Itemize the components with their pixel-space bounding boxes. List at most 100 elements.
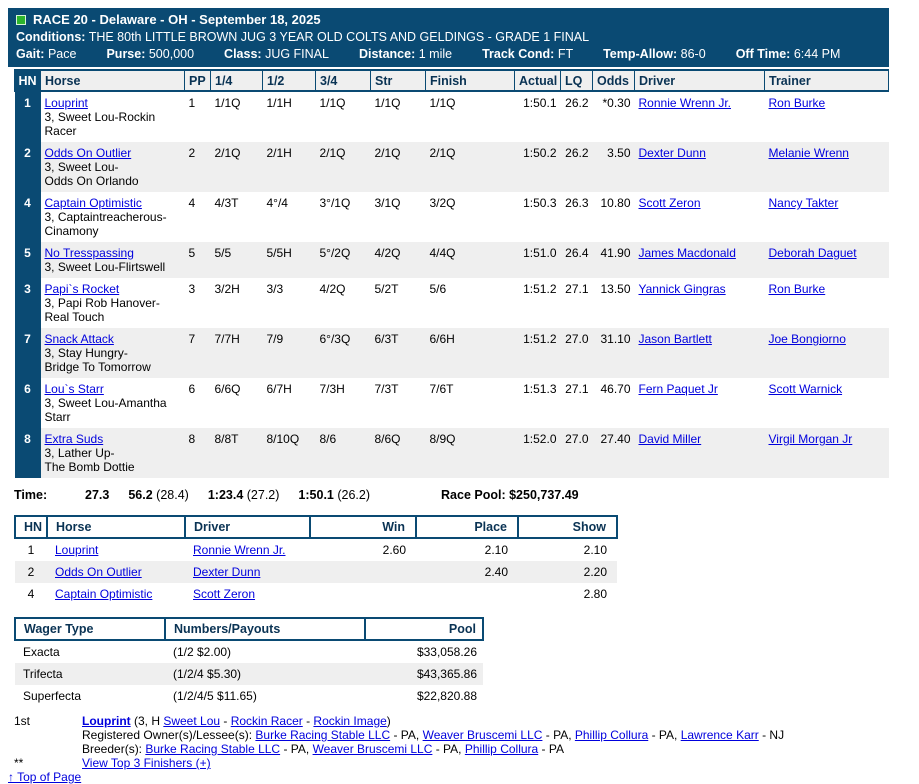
hn-cell: 2 <box>14 142 41 192</box>
driver-link[interactable]: Yannick Gingras <box>638 282 726 296</box>
horse-link[interactable]: No Tresspassing <box>44 246 134 260</box>
lq-cell: 26.3 <box>565 196 589 210</box>
trainer-link[interactable]: Nancy Takter <box>768 196 839 210</box>
results-row: 5 No Tresspassing 3, Sweet Lou-Flirtswell… <box>14 242 889 278</box>
quarter-cell: 7/7H <box>214 332 240 346</box>
fraction-main: 27.3 <box>85 488 110 502</box>
stat-value: FT <box>557 47 574 61</box>
owner-suffix: - PA, <box>542 728 575 742</box>
horse-link[interactable]: Odds On Outlier <box>55 565 142 579</box>
trainer-link[interactable]: Scott Warnick <box>768 382 843 396</box>
fraction-main: 1:23.4 <box>207 488 244 502</box>
horse-link[interactable]: Louprint <box>55 543 99 557</box>
trainer-link[interactable]: Ron Burke <box>768 96 826 110</box>
column-header-horse: Horse <box>40 69 185 92</box>
horse-link[interactable]: Louprint <box>82 714 131 728</box>
driver-link[interactable]: Fern Paquet Jr <box>638 382 718 396</box>
horse-link[interactable]: Odds On Outlier <box>44 146 132 160</box>
owner-link[interactable]: Burke Racing Stable LLC <box>255 728 391 742</box>
driver-link[interactable]: Scott Zeron <box>193 587 256 601</box>
wager-row: Exacta (1/2 $2.00) $33,058.26 <box>15 640 483 663</box>
wager-type-cell: Superfecta <box>23 689 82 703</box>
stat-value: JUG FINAL <box>265 47 329 61</box>
hn-cell: 3 <box>14 278 41 328</box>
results-row: 3 Papi`s Rocket 3, Papi Rob Hanover- Real… <box>14 278 889 328</box>
trainer-link[interactable]: Joe Bongiorno <box>768 332 846 346</box>
driver-link[interactable]: Scott Zeron <box>638 196 701 210</box>
stretch-cell: 4/2Q <box>374 246 401 260</box>
horse-link[interactable]: Captain Optimistic <box>55 587 153 601</box>
trainer-link[interactable]: Deborah Daguet <box>768 246 857 260</box>
stat-label: Class: <box>224 47 262 61</box>
driver-link[interactable]: Ronnie Wrenn Jr. <box>638 96 732 110</box>
trainer-cell: Ron Burke <box>765 91 889 142</box>
driver-link[interactable]: Ronnie Wrenn Jr. <box>193 543 286 557</box>
stat-value: 1 mile <box>418 47 453 61</box>
quarter-cell: 5/5 <box>214 246 232 260</box>
odds-cell: 31.10 <box>600 332 631 346</box>
hn-cell: 1 <box>27 543 35 557</box>
fraction-time: 1:50.1 (26.2) <box>298 488 370 502</box>
owner-suffix: - PA, <box>390 728 423 742</box>
odds-cell: *0.30 <box>602 96 631 110</box>
stretch-cell: 6/3T <box>374 332 399 346</box>
hn-cell: 4 <box>14 192 41 242</box>
wager-numbers-cell: (1/2/4 $5.30) <box>173 667 242 681</box>
wagers-table: Wager Type Numbers/Payouts Pool Exacta (… <box>14 617 484 707</box>
half-cell: 1/1H <box>266 96 292 110</box>
driver-link[interactable]: Jason Bartlett <box>638 332 712 346</box>
hn-cell: 2 <box>27 565 35 579</box>
horse-link[interactable]: Papi`s Rocket <box>44 282 120 296</box>
odds-cell: 13.50 <box>600 282 631 296</box>
finish-cell: 2/1Q <box>429 146 456 160</box>
place-cell: 2.10 <box>484 543 508 557</box>
results-row: 8 Extra Suds 3, Lather Up- The Bomb Dotti… <box>14 428 889 478</box>
horse-link[interactable]: Snack Attack <box>44 332 114 346</box>
driver-link[interactable]: David Miller <box>638 432 702 446</box>
top-of-page-link[interactable]: ↑ Top of Page <box>8 770 82 784</box>
three-quarter-cell: 3°/1Q <box>319 196 351 210</box>
horse-link[interactable]: Captain Optimistic <box>44 196 142 210</box>
owner-link[interactable]: Lawrence Karr <box>680 728 759 742</box>
breeder-link[interactable]: Phillip Collura <box>464 742 539 756</box>
stat-label: Temp-Allow: <box>603 47 678 61</box>
column-header-driver: Driver <box>184 515 311 539</box>
driver-cell: Scott Zeron <box>185 583 310 605</box>
stat-distance: Distance: 1 mile <box>359 47 452 61</box>
trainer-link[interactable]: Virgil Morgan Jr <box>768 432 853 446</box>
hn-cell: 7 <box>14 328 41 378</box>
horse-link[interactable]: Extra Suds <box>44 432 104 446</box>
pedigree-separator: - <box>220 714 231 728</box>
sire-link[interactable]: Sweet Lou <box>163 714 221 728</box>
owner-link[interactable]: Phillip Collura <box>574 728 649 742</box>
breeder-link[interactable]: Burke Racing Stable LLC <box>145 742 281 756</box>
place-cell: 2.40 <box>484 565 508 579</box>
stretch-cell: 5/2T <box>374 282 399 296</box>
trainer-cell: Virgil Morgan Jr <box>765 428 889 478</box>
actual-time-cell: 1:50.1 <box>523 96 557 110</box>
driver-link[interactable]: Dexter Dunn <box>638 146 706 160</box>
owners-line: Registered Owner(s)/Lessee(s): Burke Rac… <box>14 729 919 742</box>
dam-link[interactable]: Rockin Racer <box>230 714 303 728</box>
lq-cell: 26.2 <box>565 96 589 110</box>
damsire-link[interactable]: Rockin Image <box>313 714 387 728</box>
stat-label: Gait: <box>16 47 45 61</box>
horse-pedigree: 3, Lather Up- The Bomb Dottie <box>44 446 135 474</box>
horse-cell: Odds On Outlier <box>47 561 185 583</box>
horse-link[interactable]: Lou`s Starr <box>44 382 104 396</box>
results-row: 7 Snack Attack 3, Stay Hungry- Bridge To … <box>14 328 889 378</box>
finish-cell: 1/1Q <box>429 96 456 110</box>
trainer-link[interactable]: Ron Burke <box>768 282 826 296</box>
owner-link[interactable]: Weaver Bruscemi LLC <box>422 728 543 742</box>
driver-link[interactable]: James Macdonald <box>638 246 736 260</box>
horse-cell: Snack Attack 3, Stay Hungry- Bridge To To… <box>41 328 185 378</box>
finish-cell: 8/9Q <box>429 432 456 446</box>
view-top3-link[interactable]: View Top 3 Finishers (+) <box>82 756 211 770</box>
trainer-link[interactable]: Melanie Wrenn <box>768 146 849 160</box>
actual-time-cell: 1:50.2 <box>523 146 557 160</box>
fraction-split: (28.4) <box>156 488 189 502</box>
driver-link[interactable]: Dexter Dunn <box>193 565 261 579</box>
breeder-link[interactable]: Weaver Bruscemi LLC <box>312 742 433 756</box>
horse-link[interactable]: Louprint <box>44 96 88 110</box>
results-header-row: HN Horse PP 1/4 1/2 3/4 Str Finish Actua… <box>14 69 889 92</box>
